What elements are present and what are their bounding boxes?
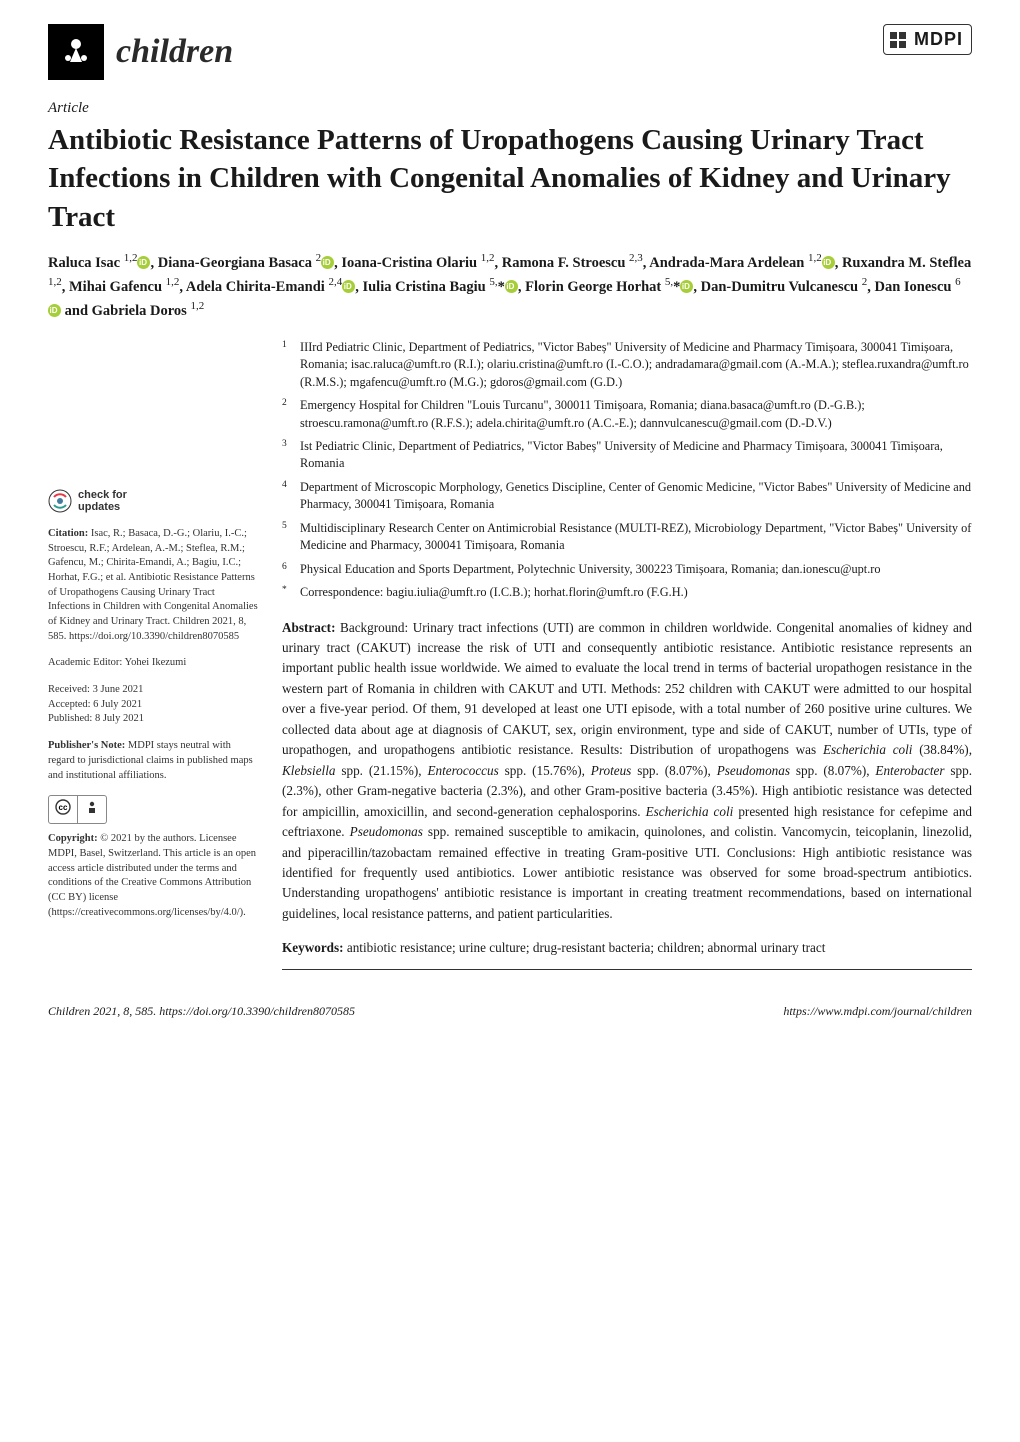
editor-block: Academic Editor: Yohei Ikezumi [48,656,258,671]
citation-block: Citation: Isac, R.; Basaca, D.-G.; Olari… [48,527,258,645]
affiliation-text: Physical Education and Sports Department… [300,562,881,576]
keywords-label: Keywords: [282,940,344,955]
orcid-icon [680,280,693,293]
cc-license-badge: cc [48,795,107,824]
orcid-icon [822,256,835,269]
received-date: Received: 3 June 2021 [48,683,258,698]
keywords: Keywords: antibiotic resistance; urine c… [282,938,972,958]
affiliation-number: 4 [282,479,287,492]
editor-label: Academic Editor: [48,657,122,668]
affiliation-item: *Correspondence: bagiu.iulia@umft.ro (I.… [300,584,972,601]
dates-block: Received: 3 June 2021 Accepted: 6 July 2… [48,683,258,727]
published-date: Published: 8 July 2021 [48,712,258,727]
check-updates-badge[interactable]: check for updates [48,489,258,513]
page-header: children MDPI [0,0,1020,92]
check-updates-label: check for updates [78,489,127,513]
affiliation-number: 6 [282,561,287,574]
affiliation-item: 6Physical Education and Sports Departmen… [300,561,972,578]
copyright-block: Copyright: © 2021 by the authors. Licens… [48,832,258,920]
cc-icon: cc [49,796,77,823]
publisher-name: MDPI [914,29,963,50]
copyright-label: Copyright: [48,833,98,844]
affiliation-text: Multidisciplinary Research Center on Ant… [300,521,971,552]
affiliation-item: 1IIIrd Pediatric Clinic, Department of P… [300,339,972,391]
affiliation-item: 2Emergency Hospital for Children "Louis … [300,397,972,432]
affiliation-item: 3Ist Pediatric Clinic, Department of Ped… [300,438,972,473]
page-footer: Children 2021, 8, 585. https://doi.org/1… [0,998,1020,1019]
orcid-icon [48,304,61,317]
affiliation-text: Ist Pediatric Clinic, Department of Pedi… [300,439,943,470]
copyright-text: © 2021 by the authors. Licensee MDPI, Ba… [48,833,256,917]
orcid-icon [137,256,150,269]
article-type: Article [0,92,1020,117]
affiliation-item: 4Department of Microscopic Morphology, G… [300,479,972,514]
publisher-logo: MDPI [883,24,972,55]
affiliation-number: 2 [282,397,287,410]
abstract: Abstract: Background: Urinary tract infe… [282,618,972,925]
accepted-date: Accepted: 6 July 2021 [48,698,258,713]
pubnote-label: Publisher's Note: [48,740,125,751]
keywords-text: antibiotic resistance; urine culture; dr… [344,940,826,955]
footer-journal-url[interactable]: https://www.mdpi.com/journal/children [783,1004,972,1019]
authors-list: Raluca Isac 1,2, Diana-Georgiana Basaca … [0,250,1020,339]
abstract-label: Abstract: [282,620,335,635]
orcid-icon [342,280,355,293]
affiliation-text: Correspondence: bagiu.iulia@umft.ro (I.C… [300,585,688,599]
affiliation-text: Emergency Hospital for Children "Louis T… [300,398,865,429]
mdpi-icon [888,30,908,50]
affiliation-text: IIIrd Pediatric Clinic, Department of Pe… [300,340,969,389]
affiliation-number: 1 [282,339,287,352]
footer-citation: Children 2021, 8, 585. https://doi.org/1… [48,1004,355,1019]
keywords-rule [282,969,972,970]
by-icon [77,796,106,823]
citation-text: Isac, R.; Basaca, D.-G.; Olariu, I.-C.; … [48,528,258,642]
affiliation-number: 3 [282,438,287,451]
journal-name: children [116,33,233,71]
affiliation-number: 5 [282,520,287,533]
sidebar: check for updates Citation: Isac, R.; Ba… [48,339,258,970]
check-updates-icon [48,489,72,513]
affiliations-list: 1 IIIrd Pediatric Clinic, Department of P… [282,339,972,602]
affiliation-item: 5Multidisciplinary Research Center on An… [300,520,972,555]
main-content: 1 IIIrd Pediatric Clinic, Department of P… [282,339,972,970]
journal-logo-icon [48,24,104,80]
abstract-text: Background: Urinary tract infections (UT… [282,620,972,921]
affiliation-text: Department of Microscopic Morphology, Ge… [300,480,971,511]
editor-name: Yohei Ikezumi [122,657,186,668]
citation-label: Citation: [48,528,88,539]
orcid-icon [505,280,518,293]
svg-text:cc: cc [59,803,68,812]
article-title: Antibiotic Resistance Patterns of Uropat… [0,117,1020,250]
publisher-note-block: Publisher's Note: MDPI stays neutral wit… [48,739,258,783]
journal-badge: children [48,24,233,80]
orcid-icon [321,256,334,269]
affiliation-number: * [282,584,287,597]
